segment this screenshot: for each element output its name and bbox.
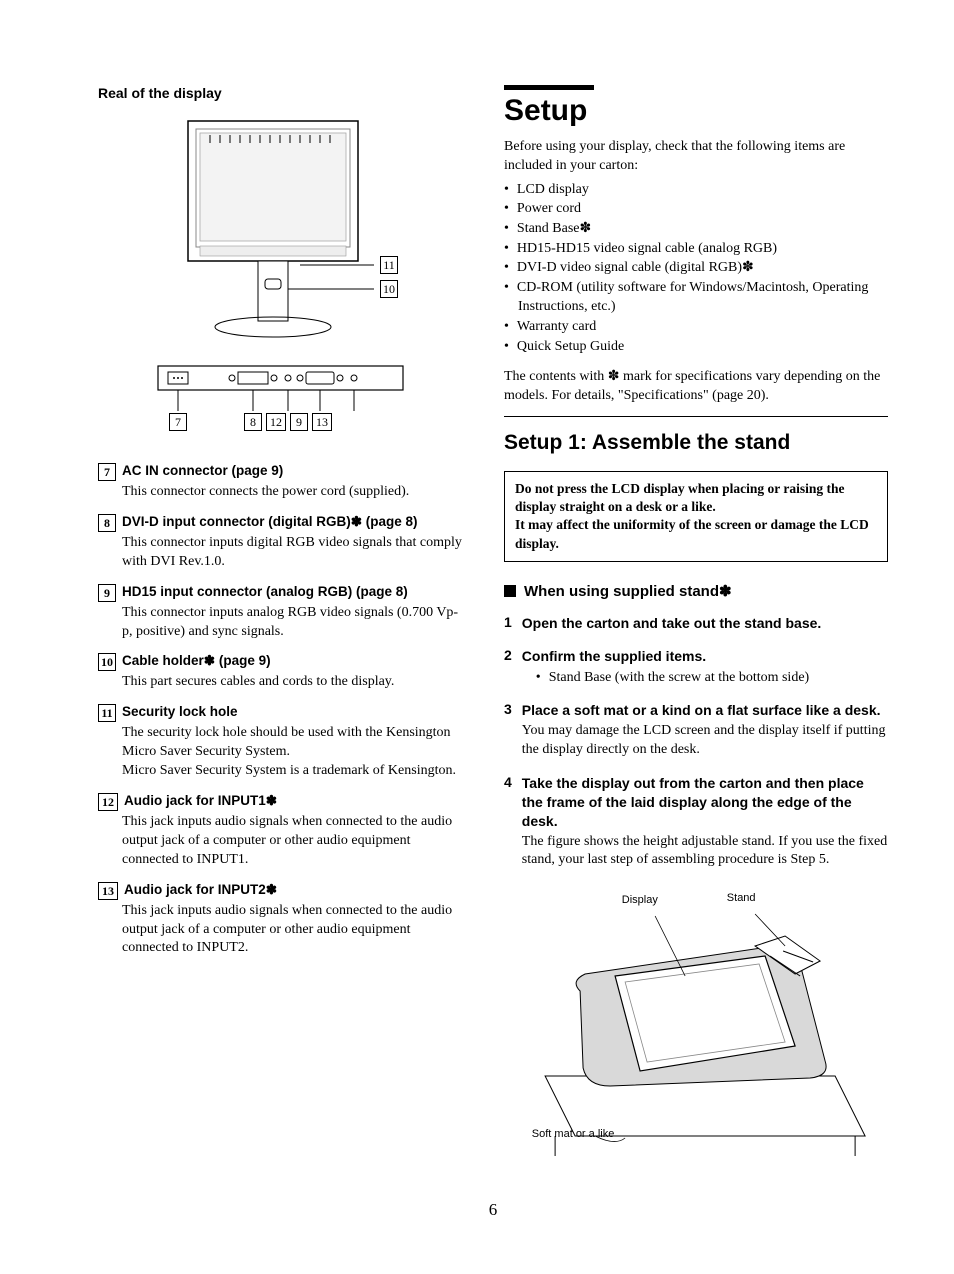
part-8: 8DVI-D input connector (digital RGB)✽ (p… (98, 514, 468, 572)
part-11-title: Security lock hole (122, 704, 238, 719)
left-column: Real of the display (98, 85, 468, 1170)
step-1-title: Open the carton and take out the stand b… (522, 614, 888, 633)
step-2-sub: Stand Base (with the screw at the bottom… (536, 668, 888, 688)
step-4-desc: The figure shows the height adjustable s… (522, 833, 888, 871)
step-4: 4 Take the display out from the carton a… (504, 774, 888, 1156)
part-12-title: Audio jack for INPUT1✽ (124, 793, 277, 809)
part-7-title: AC IN connector (page 9) (122, 463, 283, 478)
setup-intro: Before using your display, check that th… (504, 138, 888, 176)
rear-diagram: 11 10 7 8 12 9 13 (98, 111, 468, 441)
supplied-stand-heading: When using supplied stand✽ (504, 582, 888, 600)
warning-box: Do not press the LCD display when placin… (504, 471, 888, 562)
step-3-title: Place a soft mat or a kind on a flat sur… (522, 701, 888, 720)
part-9-desc: This connector inputs analog RGB video s… (122, 604, 468, 642)
step-4-title: Take the display out from the carton and… (522, 774, 888, 831)
carton-items: LCD display Power cord Stand Base✽ HD15-… (504, 180, 888, 356)
step-2-sub-item: Stand Base (with the screw at the bottom… (536, 668, 888, 688)
step-2: 2 Confirm the supplied items. Stand Base… (504, 647, 888, 687)
right-column: Setup Before using your display, check t… (504, 85, 888, 1170)
supplied-stand-label: When using supplied stand✽ (524, 582, 732, 600)
setup1-heading: Setup 1: Assemble the stand (504, 431, 888, 455)
setup-bar (504, 85, 594, 90)
part-9: 9HD15 input connector (analog RGB) (page… (98, 584, 468, 642)
part-13-desc: This jack inputs audio signals when conn… (122, 902, 468, 959)
fig-label-stand: Stand (727, 892, 756, 904)
carton-item: Power cord (504, 199, 888, 219)
part-7-desc: This connector connects the power cord (… (122, 483, 468, 502)
carton-item: CD-ROM (utility software for Windows/Mac… (504, 278, 888, 317)
part-7: 7AC IN connector (page 9) This connector… (98, 463, 468, 502)
carton-item: LCD display (504, 180, 888, 200)
rear-heading: Real of the display (98, 85, 468, 101)
carton-item: Quick Setup Guide (504, 337, 888, 357)
part-12: 12Audio jack for INPUT1✽ This jack input… (98, 793, 468, 870)
callout-13: 13 (312, 413, 332, 431)
callout-8: 8 (244, 413, 262, 431)
carton-item: Warranty card (504, 317, 888, 337)
step-3-desc: You may damage the LCD screen and the di… (522, 722, 888, 760)
callout-9: 9 (290, 413, 308, 431)
part-10-title: Cable holder✽ (page 9) (122, 653, 271, 669)
part-12-desc: This jack inputs audio signals when conn… (122, 813, 468, 870)
carton-item: Stand Base✽ (504, 219, 888, 239)
monitor-rear-illustration (148, 111, 418, 441)
callout-7: 7 (169, 413, 187, 431)
setup-heading: Setup (504, 94, 888, 128)
step-1: 1 Open the carton and take out the stand… (504, 614, 888, 633)
callout-11: 11 (380, 256, 398, 274)
part-8-title: DVI-D input connector (digital RGB)✽ (pa… (122, 514, 418, 530)
square-bullet-icon (504, 585, 516, 597)
part-11: 11Security lock hole The security lock h… (98, 704, 468, 781)
part-11-desc: The security lock hole should be used wi… (122, 724, 468, 781)
assembly-illustration (522, 876, 888, 1156)
step-2-title: Confirm the supplied items. (522, 647, 888, 666)
part-13-title: Audio jack for INPUT2✽ (124, 882, 277, 898)
fig-label-mat: Soft mat or a like (532, 1128, 615, 1140)
asterisk-note: The contents with ✽ mark for specificati… (504, 368, 888, 406)
callout-12: 12 (266, 413, 286, 431)
callout-10: 10 (380, 280, 398, 298)
divider (504, 416, 888, 417)
part-8-desc: This connector inputs digital RGB video … (122, 534, 468, 572)
page-number: 6 (98, 1200, 888, 1220)
assembly-figure: Display Stand Soft mat or a like (522, 876, 888, 1156)
carton-item: DVI-D video signal cable (digital RGB)✽ (504, 258, 888, 278)
part-10-desc: This part secures cables and cords to th… (122, 673, 468, 692)
part-9-title: HD15 input connector (analog RGB) (page … (122, 584, 408, 599)
step-3: 3 Place a soft mat or a kind on a flat s… (504, 701, 888, 760)
part-13: 13Audio jack for INPUT2✽ This jack input… (98, 882, 468, 959)
carton-item: HD15-HD15 video signal cable (analog RGB… (504, 239, 888, 259)
fig-label-display: Display (622, 894, 658, 906)
part-10: 10Cable holder✽ (page 9) This part secur… (98, 653, 468, 692)
